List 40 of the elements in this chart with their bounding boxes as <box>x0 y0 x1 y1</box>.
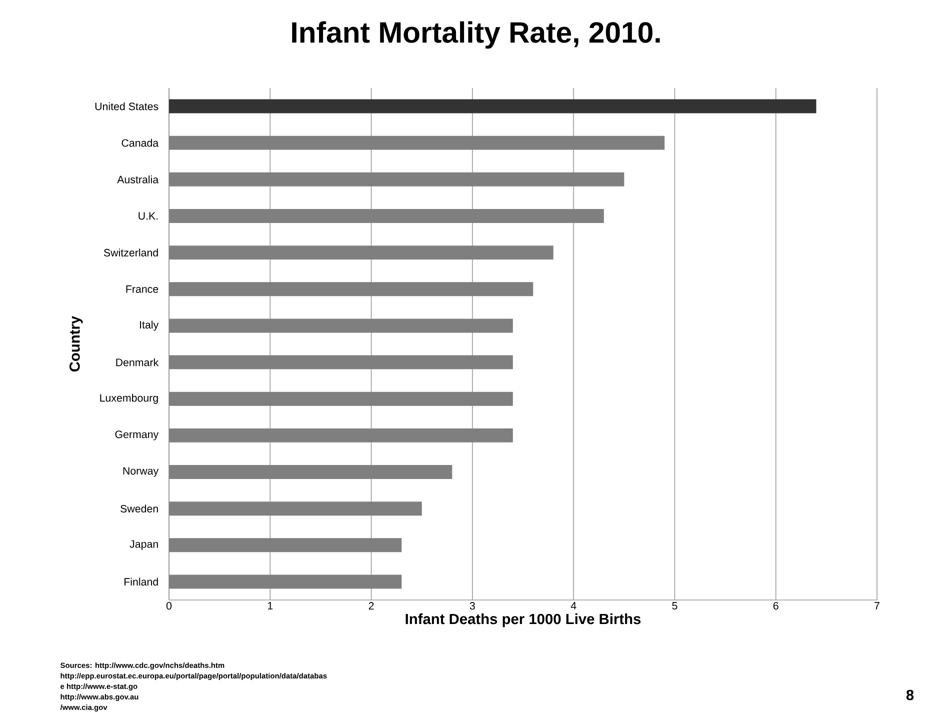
y-tick-label: Denmark <box>116 358 159 366</box>
bar <box>169 502 422 516</box>
bar <box>169 538 402 552</box>
x-tick-label: 7 <box>874 602 880 610</box>
y-axis-title: Country <box>69 316 83 372</box>
y-tick-label: Germany <box>115 430 159 440</box>
bar <box>169 282 534 296</box>
bar <box>169 464 452 479</box>
x-tick-label: 5 <box>672 602 678 610</box>
y-tick-label: France <box>126 285 158 293</box>
bar <box>169 574 402 589</box>
y-tick-label: Canada <box>122 138 159 147</box>
y-tick-label: Switzerland <box>104 248 158 256</box>
x-tick-label: 3 <box>470 602 475 610</box>
bar <box>169 355 513 370</box>
bar <box>169 428 513 442</box>
x-tick-label: 0 <box>166 602 172 610</box>
y-tick-label: Luxembourg <box>100 394 158 404</box>
y-tick-label: Norway <box>123 467 159 477</box>
chart-title: Infant Mortality Rate, 2010. <box>292 21 660 49</box>
y-tick-label: Australia <box>117 176 159 184</box>
bar <box>169 136 665 150</box>
x-tick-label: 1 <box>268 602 273 610</box>
x-tick-label: 4 <box>570 602 576 610</box>
y-tick-label: United States <box>95 102 158 110</box>
x-tick-label: 6 <box>773 602 778 610</box>
bar <box>169 246 554 260</box>
y-tick-label: Finland <box>124 578 158 586</box>
y-tick-label: U.K. <box>138 212 158 220</box>
y-tick-label: Japan <box>130 540 158 550</box>
bar <box>169 209 604 223</box>
x-tick-label: 2 <box>368 602 374 610</box>
y-tick-label: Italy <box>140 320 159 331</box>
bar <box>169 392 513 406</box>
bar <box>169 99 816 114</box>
x-axis-title: Infant Deaths per 1000 Live Births <box>406 613 641 628</box>
text: 8 <box>906 690 914 700</box>
bar <box>169 318 513 333</box>
bar <box>169 172 624 186</box>
y-tick-label: Sweden <box>120 504 158 512</box>
